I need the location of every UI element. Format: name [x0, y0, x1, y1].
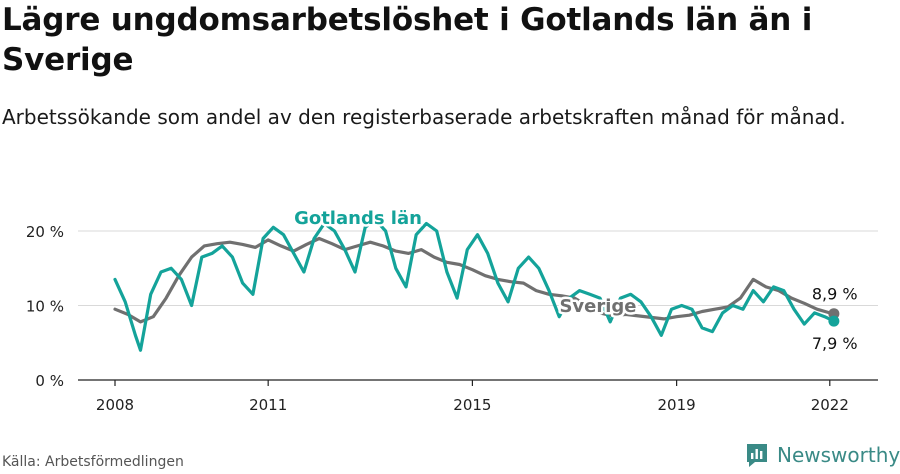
- end-label-sverige: 8,9 %: [812, 285, 858, 304]
- y-tick-label: 0 %: [35, 372, 64, 390]
- series-label-gotlands-lan: Gotlands län: [294, 208, 422, 229]
- series-line-gotlands-lan: [113, 218, 836, 352]
- x-tick-label: 2015: [453, 396, 491, 414]
- end-label-gotlands-lan: 7,9 %: [812, 334, 858, 353]
- x-tick-label: 2019: [658, 396, 696, 414]
- series-label-sverige: Sverige: [559, 296, 636, 317]
- brand[interactable]: Newsworthy: [745, 442, 900, 468]
- y-tick-label: 10 %: [26, 298, 64, 316]
- x-tick-label: 2011: [249, 396, 287, 414]
- brand-name: Newsworthy: [777, 443, 900, 467]
- chart-subtitle: Arbetssökande som andel av den registerb…: [2, 105, 846, 129]
- x-tick-label: 2022: [811, 396, 849, 414]
- series-label-gotlands-lan-halo: Gotlands län: [294, 208, 422, 229]
- y-tick-label: 20 %: [26, 223, 64, 241]
- series-line-sverige: [113, 236, 836, 324]
- chart-title: Lägre ungdomsarbetslöshet i Gotlands län…: [2, 2, 813, 78]
- x-tick-label: 2008: [96, 396, 134, 414]
- series-label-sverige-halo: Sverige: [559, 296, 636, 317]
- newsworthy-logo-icon: [747, 444, 767, 467]
- source-note: Källa: Arbetsförmedlingen: [2, 454, 184, 470]
- end-point-gotlands-lan: [828, 315, 840, 327]
